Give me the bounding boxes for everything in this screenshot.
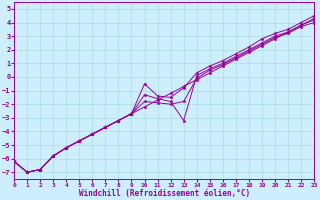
X-axis label: Windchill (Refroidissement éolien,°C): Windchill (Refroidissement éolien,°C): [78, 189, 250, 198]
